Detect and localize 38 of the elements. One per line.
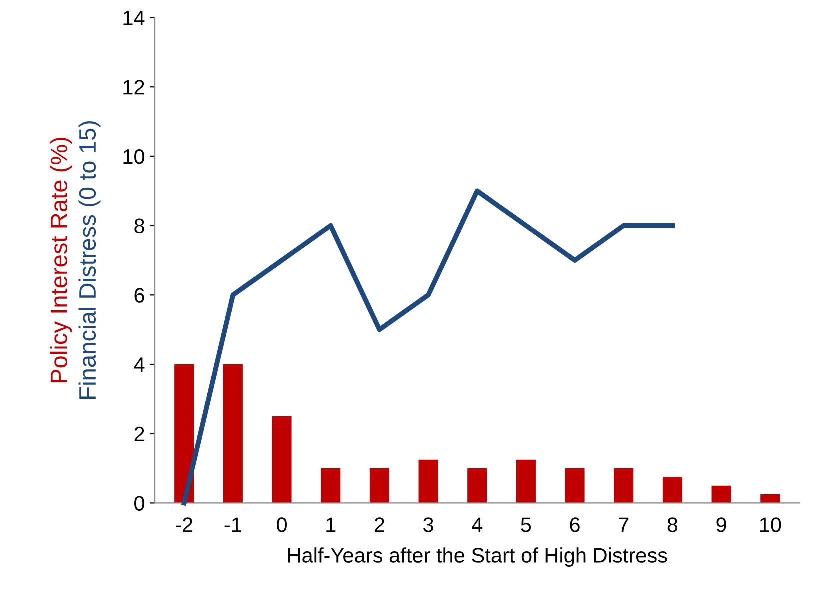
x-tick-label: 3 xyxy=(424,518,434,532)
text: Policy Interest Rate (%) xyxy=(50,138,72,383)
y-tick-label: 4 xyxy=(134,358,145,372)
bar xyxy=(174,364,194,504)
y-tick-label: 12 xyxy=(124,80,144,95)
bar xyxy=(516,460,536,504)
y-tick-label: 6 xyxy=(134,288,144,303)
x-tick-label: 7 xyxy=(619,518,629,532)
y-tick-label: 14 xyxy=(124,10,145,26)
bar xyxy=(662,477,682,504)
text: Financial Distress (0 to 15) xyxy=(78,122,101,399)
bar xyxy=(370,468,390,504)
x-tick-label: 1 xyxy=(326,518,336,532)
x-tick-label: 0 xyxy=(277,518,287,532)
bar xyxy=(468,468,488,504)
x-axis-title: Half-Years after the Start of High Distress xyxy=(288,548,668,568)
x-tick-label: 4 xyxy=(472,518,483,532)
bar xyxy=(321,468,341,504)
x-tick-label: 2 xyxy=(374,518,384,532)
x-tick-label: 8 xyxy=(668,518,678,532)
x-tick-label: 5 xyxy=(521,518,532,532)
bar xyxy=(614,468,634,504)
x-tick-label: -1 xyxy=(224,518,242,532)
y-tick-label: 0 xyxy=(134,496,145,511)
bar xyxy=(272,416,292,504)
y-tick-label: 10 xyxy=(124,149,145,164)
line-series xyxy=(182,188,676,506)
bar xyxy=(223,364,243,504)
x-tick-label: 10 xyxy=(760,518,782,532)
bar xyxy=(565,468,585,504)
x-tick-label: 6 xyxy=(570,518,580,532)
x-tick-label: 9 xyxy=(716,518,726,532)
y-tick-label: 8 xyxy=(134,218,144,234)
bar xyxy=(760,494,780,504)
y-tick-label: 2 xyxy=(134,426,144,442)
bar xyxy=(418,460,438,504)
bar xyxy=(712,486,732,504)
x-tick-label: -2 xyxy=(176,518,193,532)
